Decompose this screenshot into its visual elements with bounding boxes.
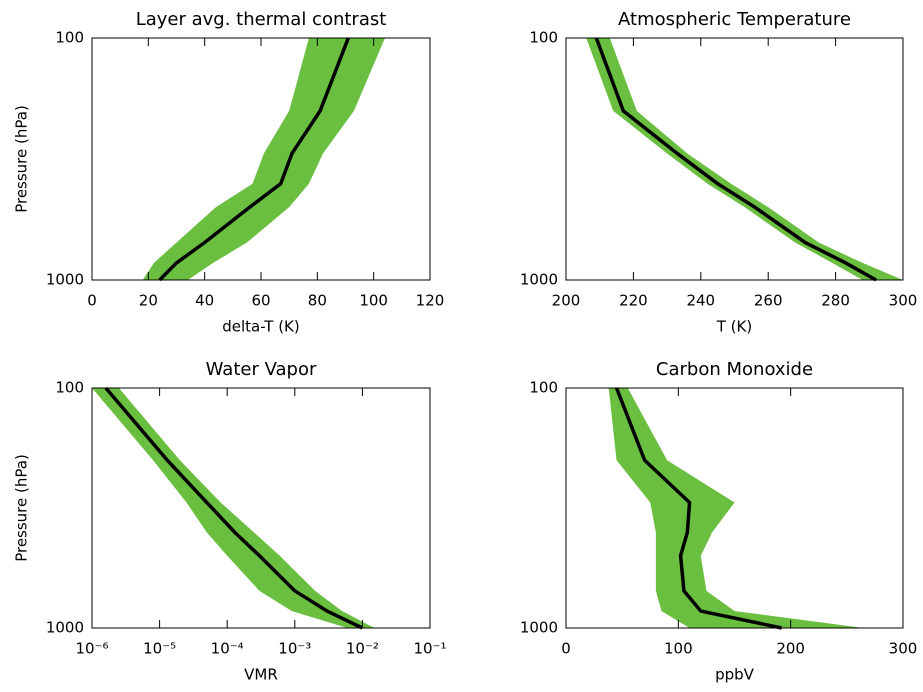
x-tick-label: 10⁻⁵ (143, 640, 176, 658)
x-axis-label: ppbV (715, 666, 755, 684)
x-tick-label: 0 (87, 292, 97, 310)
chart-title: Water Vapor (206, 359, 317, 380)
x-tick-label: 100 (664, 640, 693, 658)
x-tick-label: 300 (889, 640, 918, 658)
y-axis-label: Pressure (hPa) (13, 454, 31, 562)
x-tick-label: 300 (889, 292, 918, 310)
x-tick-label: 80 (308, 292, 327, 310)
x-tick-label: 0 (561, 640, 571, 658)
x-tick-label: 240 (686, 292, 715, 310)
x-tick-label: 220 (619, 292, 648, 310)
x-tick-label: 10⁻³ (278, 640, 311, 658)
x-axis-label: T (K) (716, 318, 752, 336)
y-axis-label: Pressure (hPa) (13, 105, 31, 213)
mean-line (158, 37, 350, 282)
y-tick-label: 1000 (46, 619, 84, 637)
y-tick-label: 100 (529, 379, 558, 397)
band (608, 388, 864, 628)
y-tick-label: 1000 (46, 271, 84, 289)
mean-line (104, 386, 364, 630)
x-tick-label: 10⁻⁶ (75, 640, 108, 658)
x-tick-label: 280 (821, 292, 850, 310)
panel: 0 100 200 300 100 1000 Carbon Monoxide ppbV (520, 359, 918, 684)
band (142, 38, 385, 280)
x-tick-label: 120 (416, 292, 445, 310)
x-tick-label: 60 (251, 292, 270, 310)
panel: 10⁻⁶ 10⁻⁵ 10⁻⁴ 10⁻³ 10⁻² 10⁻¹ 100 1000 Water Vap… (13, 359, 447, 684)
x-axis-label: delta-T (K) (222, 318, 300, 336)
x-tick-label: 200 (552, 292, 581, 310)
x-tick-label: 10⁻⁴ (211, 640, 244, 658)
y-tick-label: 100 (55, 29, 84, 47)
band (92, 388, 375, 628)
y-tick-label: 1000 (520, 619, 558, 637)
plot-frame (565, 387, 904, 629)
x-tick-label: 100 (359, 292, 388, 310)
panel: 0 20 40 60 80 100 120 100 1000 Layer avg. thermal… (13, 9, 445, 336)
y-tick-label: 1000 (520, 271, 558, 289)
band (586, 38, 903, 280)
x-tick-label: 10⁻¹ (413, 640, 446, 658)
plot-frame (565, 37, 904, 281)
y-tick-label: 100 (55, 379, 84, 397)
x-tick-label: 20 (139, 292, 158, 310)
chart-title: Layer avg. thermal contrast (136, 9, 387, 30)
chart-title: Atmospheric Temperature (618, 9, 851, 30)
plot-frame (91, 37, 431, 281)
chart-title: Carbon Monoxide (656, 359, 813, 380)
mean-line (614, 387, 783, 630)
plot-frame (91, 387, 431, 629)
x-tick-label: 10⁻² (346, 640, 379, 658)
y-tick-label: 100 (529, 29, 558, 47)
panel: 200 220 240 260 280 300 100 1000 Atmospheric Tem… (520, 9, 918, 336)
x-tick-label: 40 (195, 292, 214, 310)
mean-line (594, 37, 877, 282)
x-tick-label: 200 (776, 640, 805, 658)
x-tick-label: 260 (754, 292, 783, 310)
x-axis-label: VMR (244, 666, 278, 684)
